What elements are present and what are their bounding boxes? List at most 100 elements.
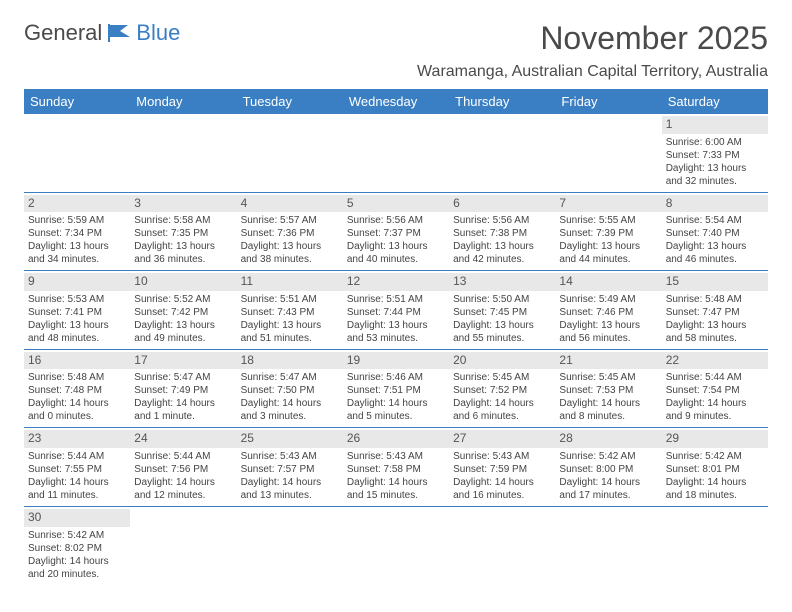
sunset-text: Sunset: 7:44 PM [347,306,445,319]
sunset-text: Sunset: 7:57 PM [241,463,339,476]
calendar-table: Sunday Monday Tuesday Wednesday Thursday… [24,89,768,585]
sunset-text: Sunset: 7:43 PM [241,306,339,319]
sunset-text: Sunset: 8:00 PM [559,463,657,476]
sunrise-text: Sunrise: 5:42 AM [559,450,657,463]
daylight-text: Daylight: 14 hours and 0 minutes. [28,397,126,423]
day-details: Sunrise: 5:44 AMSunset: 7:54 PMDaylight:… [666,371,764,423]
day-details: Sunrise: 5:51 AMSunset: 7:43 PMDaylight:… [241,293,339,345]
calendar-day-cell: 15 Sunrise: 5:48 AMSunset: 7:47 PMDayligh… [662,271,768,350]
month-title: November 2025 [417,20,768,57]
day-details: Sunrise: 5:48 AMSunset: 7:47 PMDaylight:… [666,293,764,345]
calendar-day-cell [662,506,768,584]
sunset-text: Sunset: 7:42 PM [134,306,232,319]
day-number: 21 [555,352,661,370]
day-details: Sunrise: 6:00 AMSunset: 7:33 PMDaylight:… [666,136,764,188]
weekday-header-row: Sunday Monday Tuesday Wednesday Thursday… [24,89,768,114]
sunrise-text: Sunrise: 5:51 AM [347,293,445,306]
daylight-text: Daylight: 14 hours and 18 minutes. [666,476,764,502]
calendar-week-row: 9 Sunrise: 5:53 AMSunset: 7:41 PMDaylight… [24,271,768,350]
sunset-text: Sunset: 8:01 PM [666,463,764,476]
daylight-text: Daylight: 13 hours and 32 minutes. [666,162,764,188]
daylight-text: Daylight: 13 hours and 34 minutes. [28,240,126,266]
day-details: Sunrise: 5:46 AMSunset: 7:51 PMDaylight:… [347,371,445,423]
calendar-day-cell: 19Sunrise: 5:46 AMSunset: 7:51 PMDayligh… [343,349,449,428]
weekday-header: Wednesday [343,89,449,114]
daylight-text: Daylight: 13 hours and 55 minutes. [453,319,551,345]
day-number: 15 [662,273,768,291]
sunrise-text: Sunrise: 5:58 AM [134,214,232,227]
sunrise-text: Sunrise: 5:55 AM [559,214,657,227]
sunset-text: Sunset: 7:50 PM [241,384,339,397]
day-details: Sunrise: 5:43 AMSunset: 7:58 PMDaylight:… [347,450,445,502]
page-header: General Blue November 2025 Waramanga, Au… [24,20,768,85]
day-number: 9 [24,273,130,291]
sunrise-text: Sunrise: 5:50 AM [453,293,551,306]
day-number: 29 [662,430,768,448]
calendar-day-cell: 11Sunrise: 5:51 AMSunset: 7:43 PMDayligh… [237,271,343,350]
daylight-text: Daylight: 13 hours and 53 minutes. [347,319,445,345]
daylight-text: Daylight: 13 hours and 36 minutes. [134,240,232,266]
sunset-text: Sunset: 7:34 PM [28,227,126,240]
daylight-text: Daylight: 14 hours and 17 minutes. [559,476,657,502]
day-details: Sunrise: 5:53 AMSunset: 7:41 PMDaylight:… [28,293,126,345]
day-details: Sunrise: 5:57 AMSunset: 7:36 PMDaylight:… [241,214,339,266]
calendar-day-cell: 6Sunrise: 5:56 AMSunset: 7:38 PMDaylight… [449,192,555,271]
sunset-text: Sunset: 7:53 PM [559,384,657,397]
daylight-text: Daylight: 13 hours and 46 minutes. [666,240,764,266]
day-details: Sunrise: 5:49 AMSunset: 7:46 PMDaylight:… [559,293,657,345]
daylight-text: Daylight: 14 hours and 1 minute. [134,397,232,423]
daylight-text: Daylight: 14 hours and 16 minutes. [453,476,551,502]
sunrise-text: Sunrise: 5:56 AM [347,214,445,227]
calendar-day-cell [449,114,555,192]
sunrise-text: Sunrise: 5:54 AM [666,214,764,227]
sunrise-text: Sunrise: 5:43 AM [453,450,551,463]
daylight-text: Daylight: 13 hours and 56 minutes. [559,319,657,345]
calendar-day-cell [237,114,343,192]
day-details: Sunrise: 5:47 AMSunset: 7:49 PMDaylight:… [134,371,232,423]
sunrise-text: Sunrise: 5:44 AM [28,450,126,463]
sunrise-text: Sunrise: 5:47 AM [241,371,339,384]
sunset-text: Sunset: 7:55 PM [28,463,126,476]
daylight-text: Daylight: 13 hours and 51 minutes. [241,319,339,345]
sunset-text: Sunset: 7:46 PM [559,306,657,319]
calendar-day-cell [237,506,343,584]
calendar-day-cell [343,114,449,192]
logo-text-blue: Blue [136,20,180,46]
calendar-day-cell: 27Sunrise: 5:43 AMSunset: 7:59 PMDayligh… [449,428,555,507]
day-details: Sunrise: 5:47 AMSunset: 7:50 PMDaylight:… [241,371,339,423]
sunset-text: Sunset: 7:49 PM [134,384,232,397]
daylight-text: Daylight: 13 hours and 40 minutes. [347,240,445,266]
day-details: Sunrise: 5:42 AMSunset: 8:01 PMDaylight:… [666,450,764,502]
daylight-text: Daylight: 13 hours and 58 minutes. [666,319,764,345]
day-number: 16 [24,352,130,370]
daylight-text: Daylight: 14 hours and 11 minutes. [28,476,126,502]
day-number: 2 [24,195,130,213]
day-details: Sunrise: 5:43 AMSunset: 7:59 PMDaylight:… [453,450,551,502]
day-details: Sunrise: 5:42 AMSunset: 8:02 PMDaylight:… [28,529,126,581]
sunset-text: Sunset: 7:39 PM [559,227,657,240]
day-number: 30 [24,509,130,527]
day-details: Sunrise: 5:48 AMSunset: 7:48 PMDaylight:… [28,371,126,423]
day-details: Sunrise: 5:55 AMSunset: 7:39 PMDaylight:… [559,214,657,266]
calendar-week-row: 30 Sunrise: 5:42 AMSunset: 8:02 PMDayligh… [24,506,768,584]
calendar-day-cell [130,114,236,192]
calendar-day-cell: 1Sunrise: 6:00 AMSunset: 7:33 PMDaylight… [662,114,768,192]
calendar-day-cell: 2Sunrise: 5:59 AMSunset: 7:34 PMDaylight… [24,192,130,271]
day-number: 12 [343,273,449,291]
sunrise-text: Sunrise: 5:59 AM [28,214,126,227]
day-number: 20 [449,352,555,370]
calendar-day-cell [24,114,130,192]
daylight-text: Daylight: 14 hours and 6 minutes. [453,397,551,423]
sunrise-text: Sunrise: 5:44 AM [134,450,232,463]
day-details: Sunrise: 5:43 AMSunset: 7:57 PMDaylight:… [241,450,339,502]
sunset-text: Sunset: 7:35 PM [134,227,232,240]
day-details: Sunrise: 5:56 AMSunset: 7:37 PMDaylight:… [347,214,445,266]
calendar-day-cell: 12 Sunrise: 5:51 AMSunset: 7:44 PMDayligh… [343,271,449,350]
weekday-header: Friday [555,89,661,114]
sunrise-text: Sunrise: 5:45 AM [453,371,551,384]
calendar-day-cell: 16Sunrise: 5:48 AMSunset: 7:48 PMDayligh… [24,349,130,428]
sunrise-text: Sunrise: 5:52 AM [134,293,232,306]
calendar-day-cell: 7Sunrise: 5:55 AMSunset: 7:39 PMDaylight… [555,192,661,271]
day-number: 19 [343,352,449,370]
day-number: 24 [130,430,236,448]
